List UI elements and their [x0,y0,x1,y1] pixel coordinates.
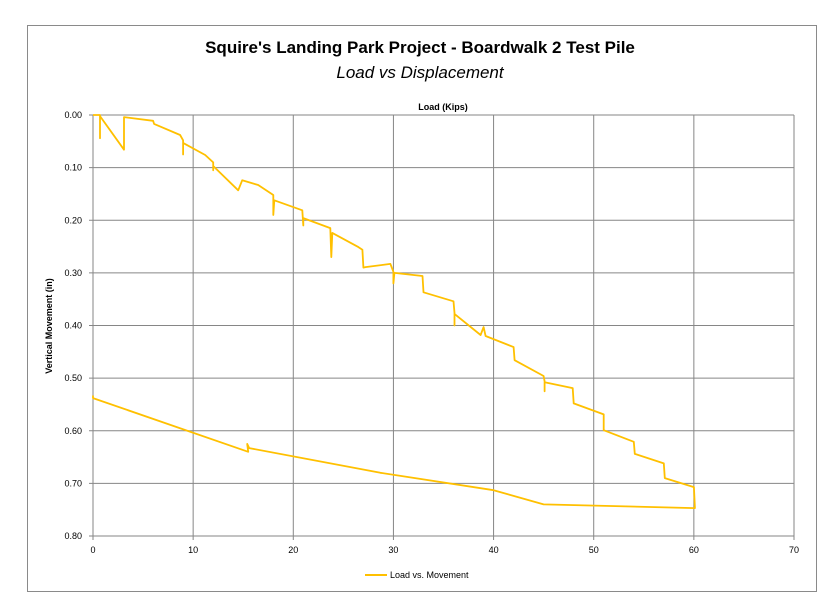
x-tick-label: 10 [188,545,198,555]
x-tick-label: 70 [789,545,799,555]
gridlines [89,114,795,540]
y-axis-title: Vertical Movement (in) [44,278,54,374]
x-tick-label: 40 [489,545,499,555]
y-tick-label: 0.30 [64,268,82,278]
y-tick-label: 0.10 [64,163,82,173]
y-tick-label: 0.60 [64,426,82,436]
y-tick-label: 0.80 [64,531,82,541]
chart-title: Squire's Landing Park Project - Boardwal… [205,38,635,57]
chart-subtitle: Load vs Displacement [336,63,505,82]
x-tick-label: 0 [90,545,95,555]
legend-label: Load vs. Movement [390,570,469,580]
y-tick-label: 0.50 [64,373,82,383]
x-tick-label: 30 [388,545,398,555]
x-tick-label: 60 [689,545,699,555]
tick-labels: 0 10 20 30 40 50 60 70 0.00 0.10 0.20 0.30 0.40 0.50 0… [64,110,799,555]
x-axis-title: Load (Kips) [418,102,468,112]
legend: Load vs. Movement [365,570,469,580]
y-tick-label: 0.70 [64,478,82,488]
y-tick-label: 0.00 [64,110,82,120]
series-line-load-vs-movement [92,114,696,509]
y-tick-label: 0.20 [64,215,82,225]
chart-frame [27,25,817,592]
x-tick-label: 50 [589,545,599,555]
x-tick-label: 20 [288,545,298,555]
y-tick-label: 0.40 [64,321,82,331]
